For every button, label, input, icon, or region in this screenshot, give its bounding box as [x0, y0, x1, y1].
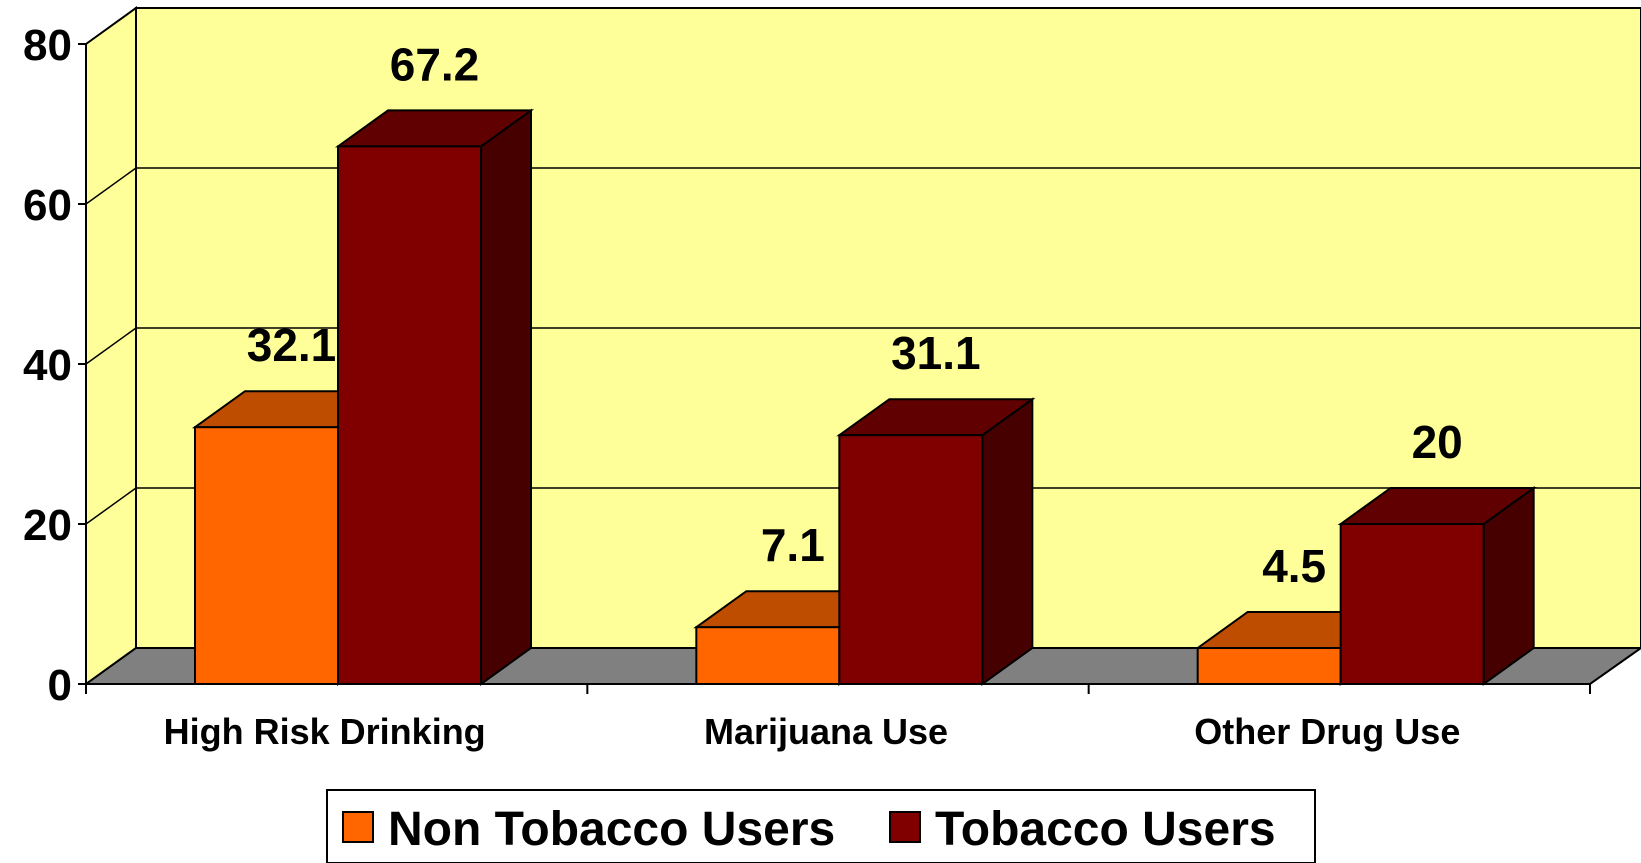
legend-swatch-non-tobacco	[342, 811, 374, 843]
bar-front	[194, 426, 339, 685]
bar-front	[695, 626, 841, 686]
bar	[836, 397, 1036, 686]
bar-side	[981, 397, 1034, 686]
data-label: 32.1	[247, 319, 337, 371]
bars	[191, 108, 1537, 686]
axes: 0 20 40 60 80 High Risk Drinking Marijuana Use…	[23, 21, 1591, 752]
bar-front	[838, 434, 984, 686]
gridline	[85, 7, 1641, 45]
bar-front	[1339, 523, 1485, 685]
gridline	[85, 487, 1641, 525]
legend-label-non-tobacco: Non Tobacco Users	[388, 803, 835, 856]
y-tick-label: 0	[48, 661, 72, 710]
y-tick-label: 20	[23, 501, 72, 550]
bar-front	[1196, 647, 1342, 685]
legend-box	[326, 789, 1316, 863]
gridlines	[85, 7, 1641, 525]
gridline	[85, 167, 1641, 205]
gridline	[85, 327, 1641, 365]
legend-swatch-tobacco	[889, 811, 921, 843]
bar	[334, 108, 535, 686]
x-tick-label: Other Drug Use	[1194, 711, 1460, 752]
data-label: 4.5	[1262, 540, 1326, 592]
bar-front	[337, 145, 482, 685]
y-tick-label: 80	[23, 21, 72, 70]
data-label: 67.2	[390, 38, 480, 90]
data-label: 7.1	[761, 519, 825, 571]
legend-label-tobacco: Tobacco Users	[935, 803, 1276, 856]
legend: Non Tobacco Users Tobacco Users	[326, 789, 1316, 863]
y-tick-label: 60	[23, 181, 72, 230]
data-label: 31.1	[891, 327, 981, 379]
bar-side	[480, 108, 532, 686]
bar	[1337, 486, 1537, 686]
x-tick-label: High Risk Drinking	[164, 711, 486, 752]
x-tick-label: Marijuana Use	[704, 711, 948, 752]
data-labels: 32.1 67.2 7.1 31.1 4.5 20	[247, 38, 1463, 592]
data-label: 20	[1412, 416, 1463, 468]
y-tick-label: 40	[23, 341, 72, 390]
